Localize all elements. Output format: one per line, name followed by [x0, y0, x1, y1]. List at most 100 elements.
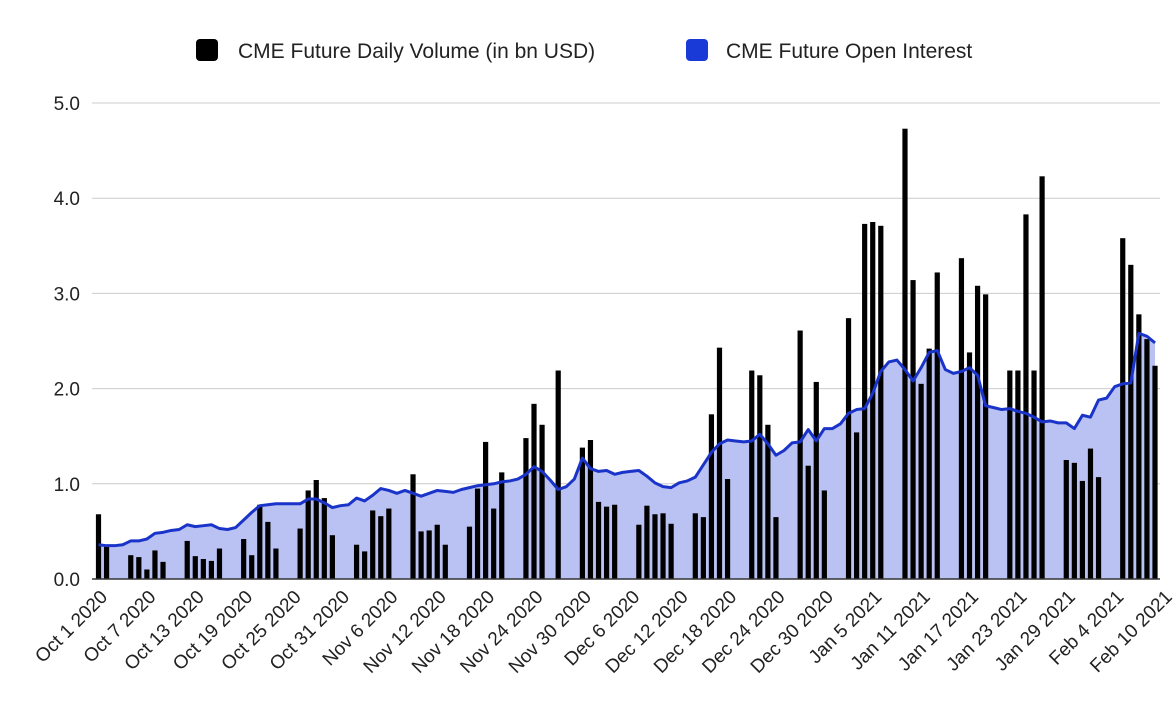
volume-bar [958, 258, 965, 579]
volume-bar [1120, 238, 1126, 579]
volume-bar [821, 490, 827, 579]
volume-bar [491, 508, 497, 579]
volume-bar [241, 539, 247, 579]
volume-bar [902, 128, 908, 580]
volume-bar [724, 479, 731, 579]
volume-bar [386, 508, 392, 579]
legend-label-volume: CME Future Daily Volume (in bn USD) [238, 40, 595, 63]
y-tick-label: 4.0 [54, 189, 80, 210]
volume-bar [1071, 462, 1077, 579]
y-axis: 0.0 1.0 2.0 3.0 4.0 5.0 [54, 94, 80, 591]
legend: CME Future Daily Volume (in bn USD) CME … [196, 39, 972, 63]
volume-bar [474, 488, 481, 579]
legend-swatch-volume [196, 39, 218, 61]
volume-bar [1128, 264, 1134, 579]
volume-bar [636, 524, 642, 579]
open-interest-area [98, 333, 1155, 579]
volume-bar [144, 569, 150, 579]
volume-bar [1136, 314, 1142, 579]
volume-bar [249, 555, 255, 579]
volume-bar [853, 432, 860, 579]
volume-bar [765, 424, 771, 579]
volume-bar [410, 474, 416, 579]
volume-bars [95, 128, 1158, 580]
volume-bar [983, 294, 989, 579]
volume-bar [1079, 480, 1086, 579]
volume-bar [200, 559, 206, 579]
volume-bar [273, 548, 279, 579]
volume-bar [136, 557, 142, 579]
volume-bar [329, 535, 335, 579]
y-tick-label: 1.0 [54, 475, 80, 496]
volume-bar [595, 501, 602, 579]
legend-label-open-interest: CME Future Open Interest [726, 40, 972, 63]
y-tick-label: 5.0 [54, 94, 80, 115]
volume-bar [1095, 477, 1102, 579]
volume-bar [523, 438, 529, 579]
volume-bar [974, 285, 981, 579]
volume-bar [644, 505, 650, 579]
legend-swatch-open-interest [686, 39, 708, 61]
volume-bar [870, 222, 876, 579]
volume-bar [184, 540, 190, 579]
volume-bar [1087, 448, 1094, 579]
volume-bar [692, 513, 698, 579]
volume-bar [483, 441, 489, 579]
volume-bar [160, 561, 166, 579]
volume-bar [208, 560, 215, 579]
volume-bar [926, 348, 932, 579]
volume-bar [934, 272, 940, 579]
open-interest-line [98, 331, 1156, 548]
volume-bar [910, 280, 916, 579]
volume-bar [418, 531, 424, 579]
volume-bar [313, 479, 319, 579]
volume-bar [773, 517, 779, 579]
volume-bar [1007, 370, 1013, 579]
volume-bar [466, 526, 473, 579]
volume-bar [700, 517, 706, 579]
volume-bar [192, 556, 198, 579]
volume-bar [757, 375, 763, 579]
volume-bar [1031, 370, 1037, 579]
volume-bar [370, 510, 376, 579]
volume-bar [378, 516, 384, 579]
volume-bar [305, 490, 311, 579]
volume-bar [539, 424, 545, 579]
volume-bar [434, 524, 440, 579]
volume-bar [426, 530, 432, 579]
volume-bar [321, 498, 327, 579]
volume-bar [362, 551, 368, 579]
volume-bar [966, 352, 973, 579]
volume-bar [297, 528, 303, 579]
volume-bar [668, 523, 674, 579]
volume-bar [660, 513, 666, 579]
volume-bar [1015, 370, 1021, 579]
volume-bar [862, 223, 868, 580]
volume-bar [499, 472, 505, 579]
volume-bar [1144, 339, 1150, 579]
open-interest-area-layer [98, 333, 1155, 579]
volume-bar [353, 544, 360, 579]
y-tick-label: 0.0 [54, 570, 80, 591]
y-tick-label: 3.0 [54, 284, 80, 305]
volume-bar [531, 403, 537, 579]
volume-bar [579, 447, 585, 579]
volume-bar [797, 330, 803, 579]
volume-bar [708, 414, 715, 579]
volume-bar [587, 440, 594, 579]
volume-bar [265, 521, 271, 579]
volume-bar [216, 548, 223, 579]
open-interest-line-layer [98, 331, 1156, 548]
volume-bar [749, 370, 755, 579]
volume-bar [918, 383, 924, 579]
volume-bar [716, 347, 723, 579]
y-tick-label: 2.0 [54, 380, 80, 401]
volume-bar [845, 318, 852, 579]
volume-bar [813, 381, 819, 579]
volume-bar [652, 514, 658, 579]
volume-bar [152, 550, 158, 579]
volume-bar [442, 544, 448, 579]
